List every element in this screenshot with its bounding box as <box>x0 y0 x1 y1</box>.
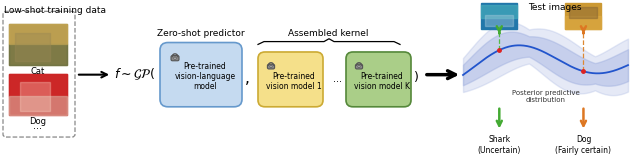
Text: $)$: $)$ <box>413 69 419 84</box>
FancyBboxPatch shape <box>355 64 363 69</box>
Text: Zero-shot predictor: Zero-shot predictor <box>157 29 245 38</box>
Bar <box>9 24 67 65</box>
Bar <box>570 7 598 18</box>
Text: Posterior predictive
distribution: Posterior predictive distribution <box>511 90 579 103</box>
Text: ...: ... <box>333 74 342 84</box>
Bar <box>566 3 602 29</box>
FancyBboxPatch shape <box>346 52 411 107</box>
Circle shape <box>270 66 272 68</box>
Bar <box>481 5 517 18</box>
Text: Assembled kernel: Assembled kernel <box>288 29 368 38</box>
FancyBboxPatch shape <box>258 52 323 107</box>
FancyBboxPatch shape <box>171 56 179 61</box>
Bar <box>566 16 602 29</box>
Bar <box>9 24 67 44</box>
Text: Pre-trained
vision-language
model: Pre-trained vision-language model <box>175 62 236 92</box>
Text: ...: ... <box>33 121 42 131</box>
Text: Test images: Test images <box>528 3 582 12</box>
Text: Cat: Cat <box>31 67 45 76</box>
FancyBboxPatch shape <box>160 43 242 107</box>
Bar <box>20 82 50 111</box>
Bar <box>481 3 517 29</box>
Text: Dog: Dog <box>29 117 47 126</box>
Text: ,: , <box>245 71 250 86</box>
Bar <box>9 96 67 115</box>
Circle shape <box>174 57 176 59</box>
FancyBboxPatch shape <box>3 11 75 137</box>
Text: Pre-trained
vision model K: Pre-trained vision model K <box>353 72 410 91</box>
Bar <box>9 74 67 115</box>
Bar <box>15 33 50 61</box>
Bar <box>9 74 67 96</box>
Text: Pre-trained
vision model 1: Pre-trained vision model 1 <box>266 72 321 91</box>
Text: Dog
(Fairly certain): Dog (Fairly certain) <box>556 135 611 154</box>
Circle shape <box>358 66 360 68</box>
Bar <box>485 15 513 26</box>
FancyBboxPatch shape <box>268 64 275 69</box>
Bar <box>9 44 67 65</box>
Text: $f \sim \mathcal{GP}($: $f \sim \mathcal{GP}($ <box>114 67 156 82</box>
Text: Shark
(Uncertain): Shark (Uncertain) <box>477 135 521 154</box>
Text: Low-shot training data: Low-shot training data <box>4 6 106 15</box>
